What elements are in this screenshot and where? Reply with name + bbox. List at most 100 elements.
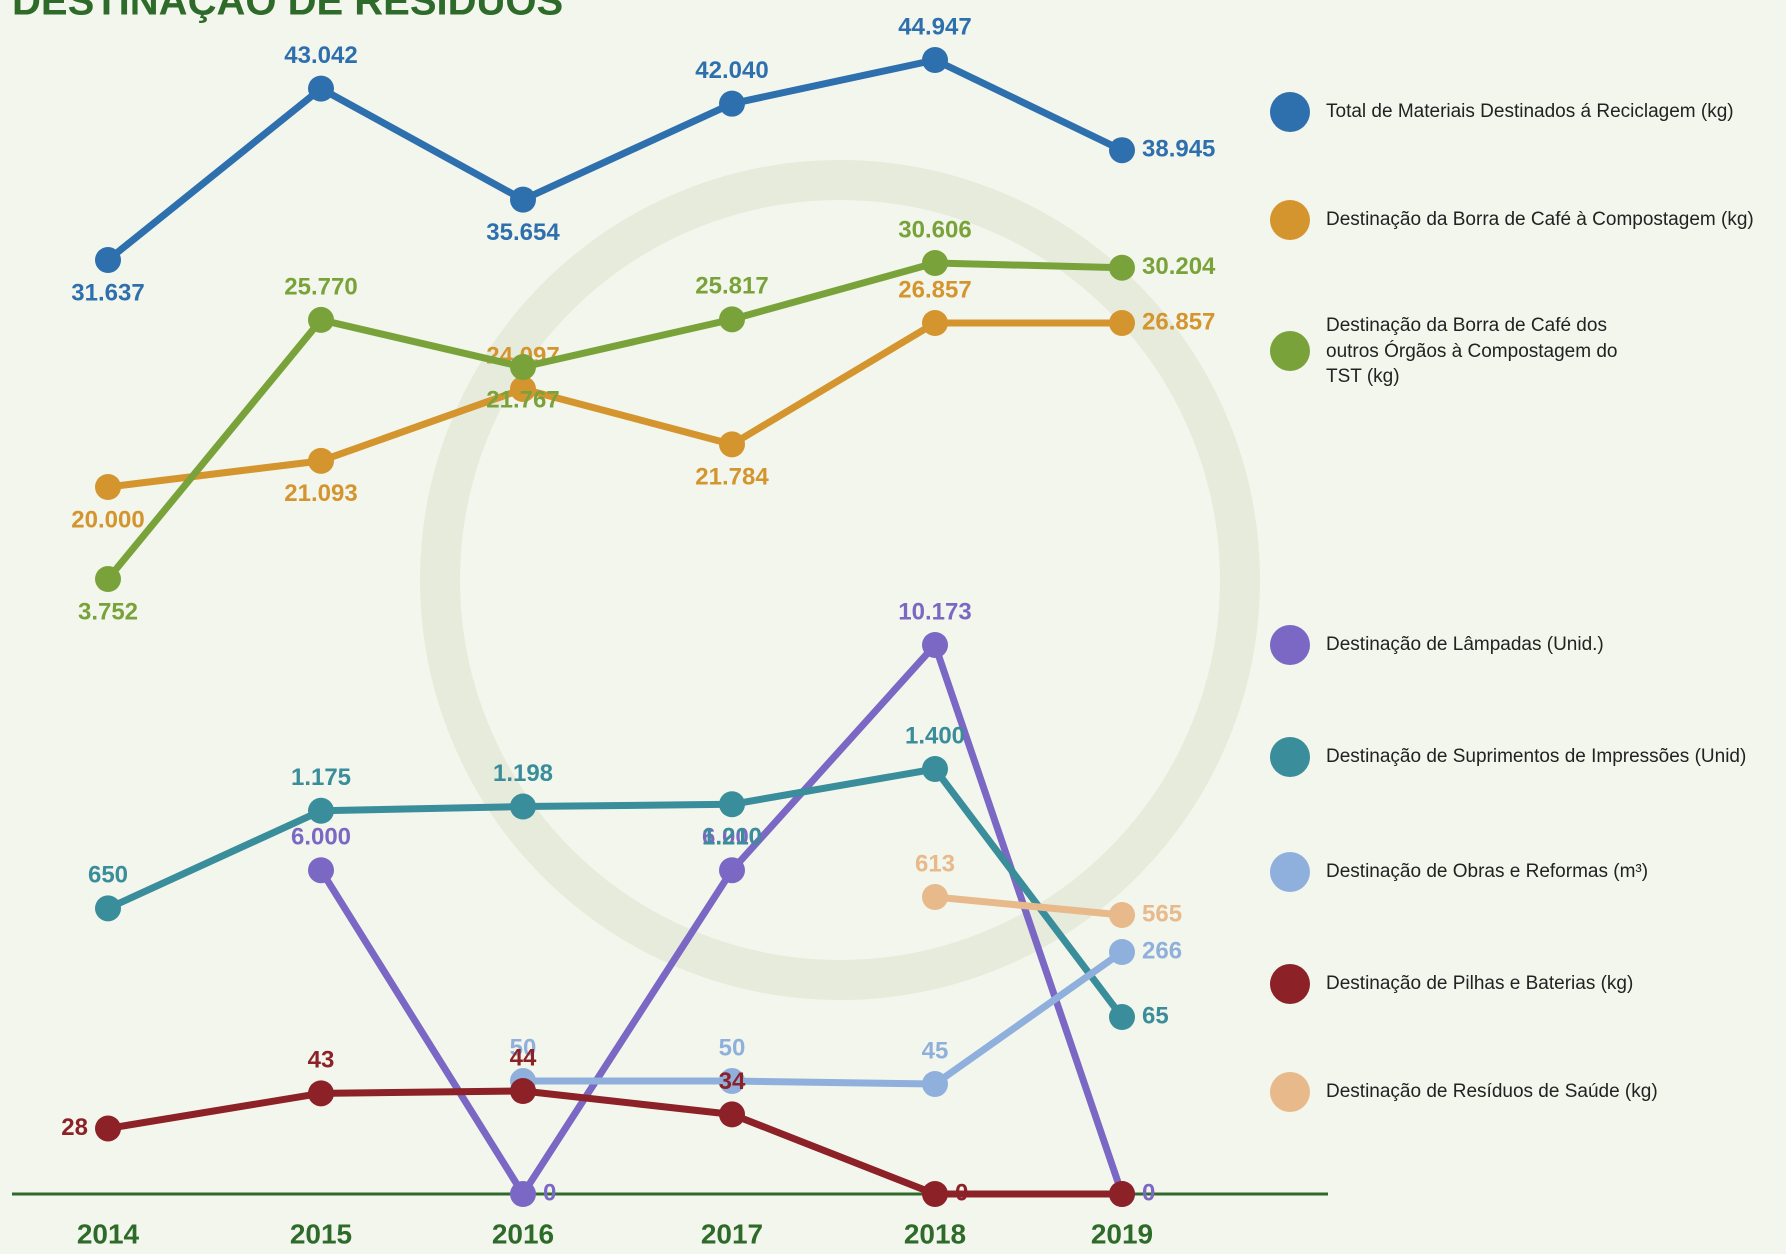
point — [719, 306, 745, 332]
point — [308, 307, 334, 333]
value-label: 50 — [719, 1034, 746, 1061]
legend-entry: Destinação da Borra de Café à Compostage… — [1270, 200, 1780, 240]
value-label: 0 — [1142, 1179, 1155, 1206]
point — [922, 310, 948, 336]
value-label: 25.770 — [284, 273, 357, 300]
point — [719, 1101, 745, 1127]
value-label: 44.947 — [898, 13, 971, 40]
value-label: 28 — [61, 1114, 88, 1141]
chart-title: DESTINAÇÃO DE RESÍDUOS — [12, 0, 563, 24]
point — [922, 756, 948, 782]
point — [95, 566, 121, 592]
point — [95, 474, 121, 500]
x-tick-label: 2017 — [701, 1218, 763, 1249]
value-label: 1.175 — [291, 764, 351, 791]
value-label: 266 — [1142, 937, 1182, 964]
value-label: 34 — [719, 1068, 746, 1095]
value-label: 26.857 — [1142, 308, 1215, 335]
value-label: 43 — [308, 1047, 335, 1074]
legend-entry: Destinação da Borra de Café dos outros Ó… — [1270, 313, 1780, 390]
point — [922, 1181, 948, 1207]
value-label: 613 — [915, 850, 955, 877]
value-label: 650 — [88, 862, 128, 889]
value-label: 21.767 — [486, 386, 559, 413]
legend-entry: Destinação de Resíduos de Saúde (kg) — [1270, 1072, 1780, 1112]
point — [719, 857, 745, 883]
value-label: 30.204 — [1142, 253, 1216, 280]
point — [308, 798, 334, 824]
value-label: 45 — [922, 1037, 949, 1064]
point — [1109, 137, 1135, 163]
x-tick-label: 2014 — [77, 1218, 140, 1249]
value-label: 35.654 — [486, 219, 560, 246]
point — [510, 354, 536, 380]
value-label: 30.606 — [898, 216, 971, 243]
legend-marker — [1270, 737, 1310, 777]
point — [719, 91, 745, 117]
x-tick-label: 2019 — [1091, 1218, 1153, 1249]
value-label: 25.817 — [695, 273, 768, 300]
point — [510, 1078, 536, 1104]
value-label: 6.000 — [291, 824, 351, 851]
legend-entry: Destinação de Pilhas e Baterias (kg) — [1270, 964, 1780, 1004]
point — [308, 1080, 334, 1106]
point — [1109, 1181, 1135, 1207]
legend-marker — [1270, 1072, 1310, 1112]
point — [1109, 255, 1135, 281]
value-label: 21.093 — [284, 480, 357, 507]
legend-label: Destinação de Suprimentos de Impressões … — [1326, 744, 1746, 770]
legend-marker — [1270, 625, 1310, 665]
page: DESTINAÇÃO DE RESÍDUOS 2014 2015 2016 2017 2… — [0, 0, 1786, 1254]
point — [922, 632, 948, 658]
x-tick-label: 2018 — [904, 1218, 966, 1249]
legend-label: Destinação da Borra de Café à Compostage… — [1326, 207, 1754, 233]
legend-marker — [1270, 852, 1310, 892]
legend-entry: Destinação de Obras e Reformas (m³) — [1270, 852, 1780, 892]
value-label: 0 — [543, 1179, 556, 1206]
value-label: 1.400 — [905, 722, 965, 749]
point — [1109, 1004, 1135, 1030]
value-label: 0 — [955, 1179, 968, 1206]
point — [719, 431, 745, 457]
value-label: 10.173 — [898, 598, 971, 625]
legend-marker — [1270, 964, 1310, 1004]
legend-entry: Destinação de Lâmpadas (Unid.) — [1270, 625, 1780, 665]
point — [308, 857, 334, 883]
value-label: 20.000 — [71, 506, 144, 533]
series-line — [108, 1091, 1122, 1194]
legend-label: Destinação de Lâmpadas (Unid.) — [1326, 632, 1604, 658]
value-label: 26.857 — [898, 276, 971, 303]
value-label: 21.784 — [695, 464, 769, 491]
point — [95, 247, 121, 273]
point — [719, 791, 745, 817]
point — [510, 1181, 536, 1207]
value-label: 42.040 — [695, 57, 768, 84]
point — [308, 448, 334, 474]
point — [510, 794, 536, 820]
x-tick-label: 2015 — [290, 1218, 352, 1249]
point — [922, 47, 948, 73]
point — [1109, 310, 1135, 336]
value-label: 3.752 — [78, 598, 138, 625]
value-label: 565 — [1142, 900, 1182, 927]
value-label: 43.042 — [284, 42, 357, 69]
point — [922, 884, 948, 910]
legend-marker — [1270, 200, 1310, 240]
legend-entry: Destinação de Suprimentos de Impressões … — [1270, 737, 1780, 777]
point — [922, 250, 948, 276]
value-label: 31.637 — [71, 279, 144, 306]
value-label: 65 — [1142, 1002, 1169, 1029]
background-ring — [440, 180, 1240, 980]
value-label: 1.198 — [493, 760, 553, 787]
legend-entry: Total de Materiais Destinados á Reciclag… — [1270, 92, 1780, 132]
point — [1109, 902, 1135, 928]
legend-marker — [1270, 331, 1310, 371]
legend-marker — [1270, 92, 1310, 132]
point — [1109, 939, 1135, 965]
legend-label: Total de Materiais Destinados á Reciclag… — [1326, 99, 1734, 125]
x-tick-label: 2016 — [492, 1218, 554, 1249]
point — [308, 76, 334, 102]
value-label: 38.945 — [1142, 136, 1215, 163]
legend-label: Destinação da Borra de Café dos outros Ó… — [1326, 313, 1656, 390]
point — [95, 895, 121, 921]
